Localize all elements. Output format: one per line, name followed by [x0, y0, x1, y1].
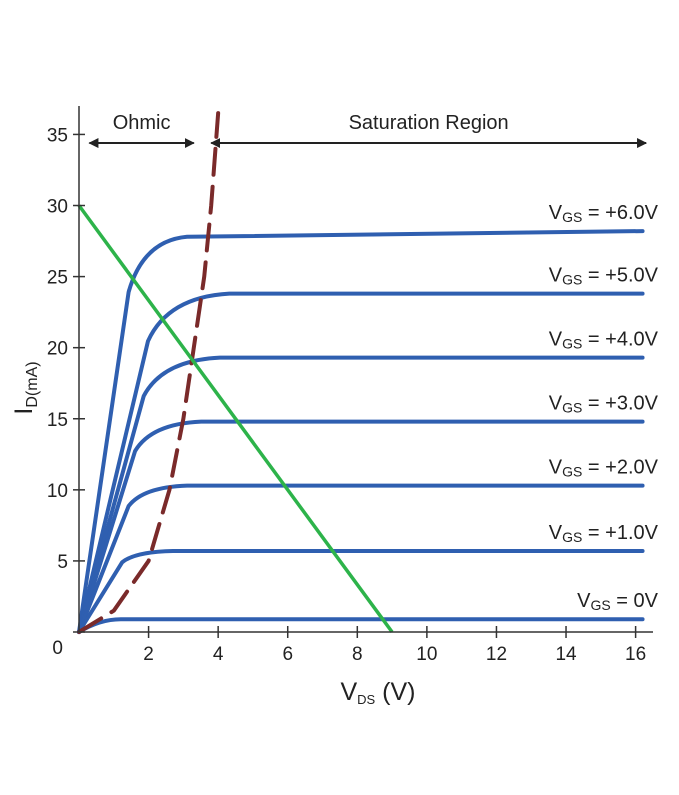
y-tick-label: 20: [47, 339, 68, 360]
y-tick-label: 25: [47, 268, 68, 289]
y-tick-label: 30: [47, 197, 68, 218]
x-tick-label: 16: [625, 644, 646, 665]
saturation-boundary-line: [77, 111, 221, 634]
x-axis-title: VDS (V): [340, 678, 415, 707]
series-label-vgs-6: VGS = +6.0V: [549, 202, 659, 225]
series-label-vgs-2: VGS = +2.0V: [549, 457, 659, 480]
y-axis-title: ID(mA): [10, 361, 41, 414]
load-line: [77, 204, 394, 634]
x-tick-label: 6: [282, 644, 293, 665]
y-tick-label: 0: [52, 638, 63, 659]
series-label-vgs-3: VGS = +3.0V: [549, 393, 659, 416]
x-tick-label: 10: [416, 644, 437, 665]
x-tick-label: 14: [555, 644, 577, 665]
series-line-vgs-1: [77, 548, 645, 634]
series-line-vgs-3: [77, 419, 645, 634]
y-tick-label: 10: [47, 481, 68, 502]
x-tick-label: 12: [486, 644, 507, 665]
y-tick-label: 35: [47, 125, 68, 146]
x-tick-label: 4: [213, 644, 224, 665]
series-label-vgs-5: VGS = +5.0V: [549, 265, 659, 288]
x-tick-label: 2: [143, 644, 154, 665]
x-tick-label: 8: [352, 644, 363, 665]
y-tick-label: 15: [47, 410, 68, 431]
ohmic-region-label: Ohmic: [113, 112, 171, 134]
series-line-vgs-0: [77, 617, 645, 634]
series-line-vgs-2: [77, 483, 645, 634]
saturation-region-label: Saturation Region: [349, 112, 509, 134]
series-label-vgs-1: VGS = +1.0V: [549, 522, 659, 545]
series-line-vgs-5: [77, 291, 645, 634]
series-line-vgs-6: [77, 229, 645, 634]
y-tick-label: 5: [57, 552, 68, 573]
series-line-vgs-4: [77, 355, 645, 634]
series-label-vgs-4: VGS = +4.0V: [549, 329, 659, 352]
series-label-vgs-0: VGS = 0V: [577, 590, 658, 613]
